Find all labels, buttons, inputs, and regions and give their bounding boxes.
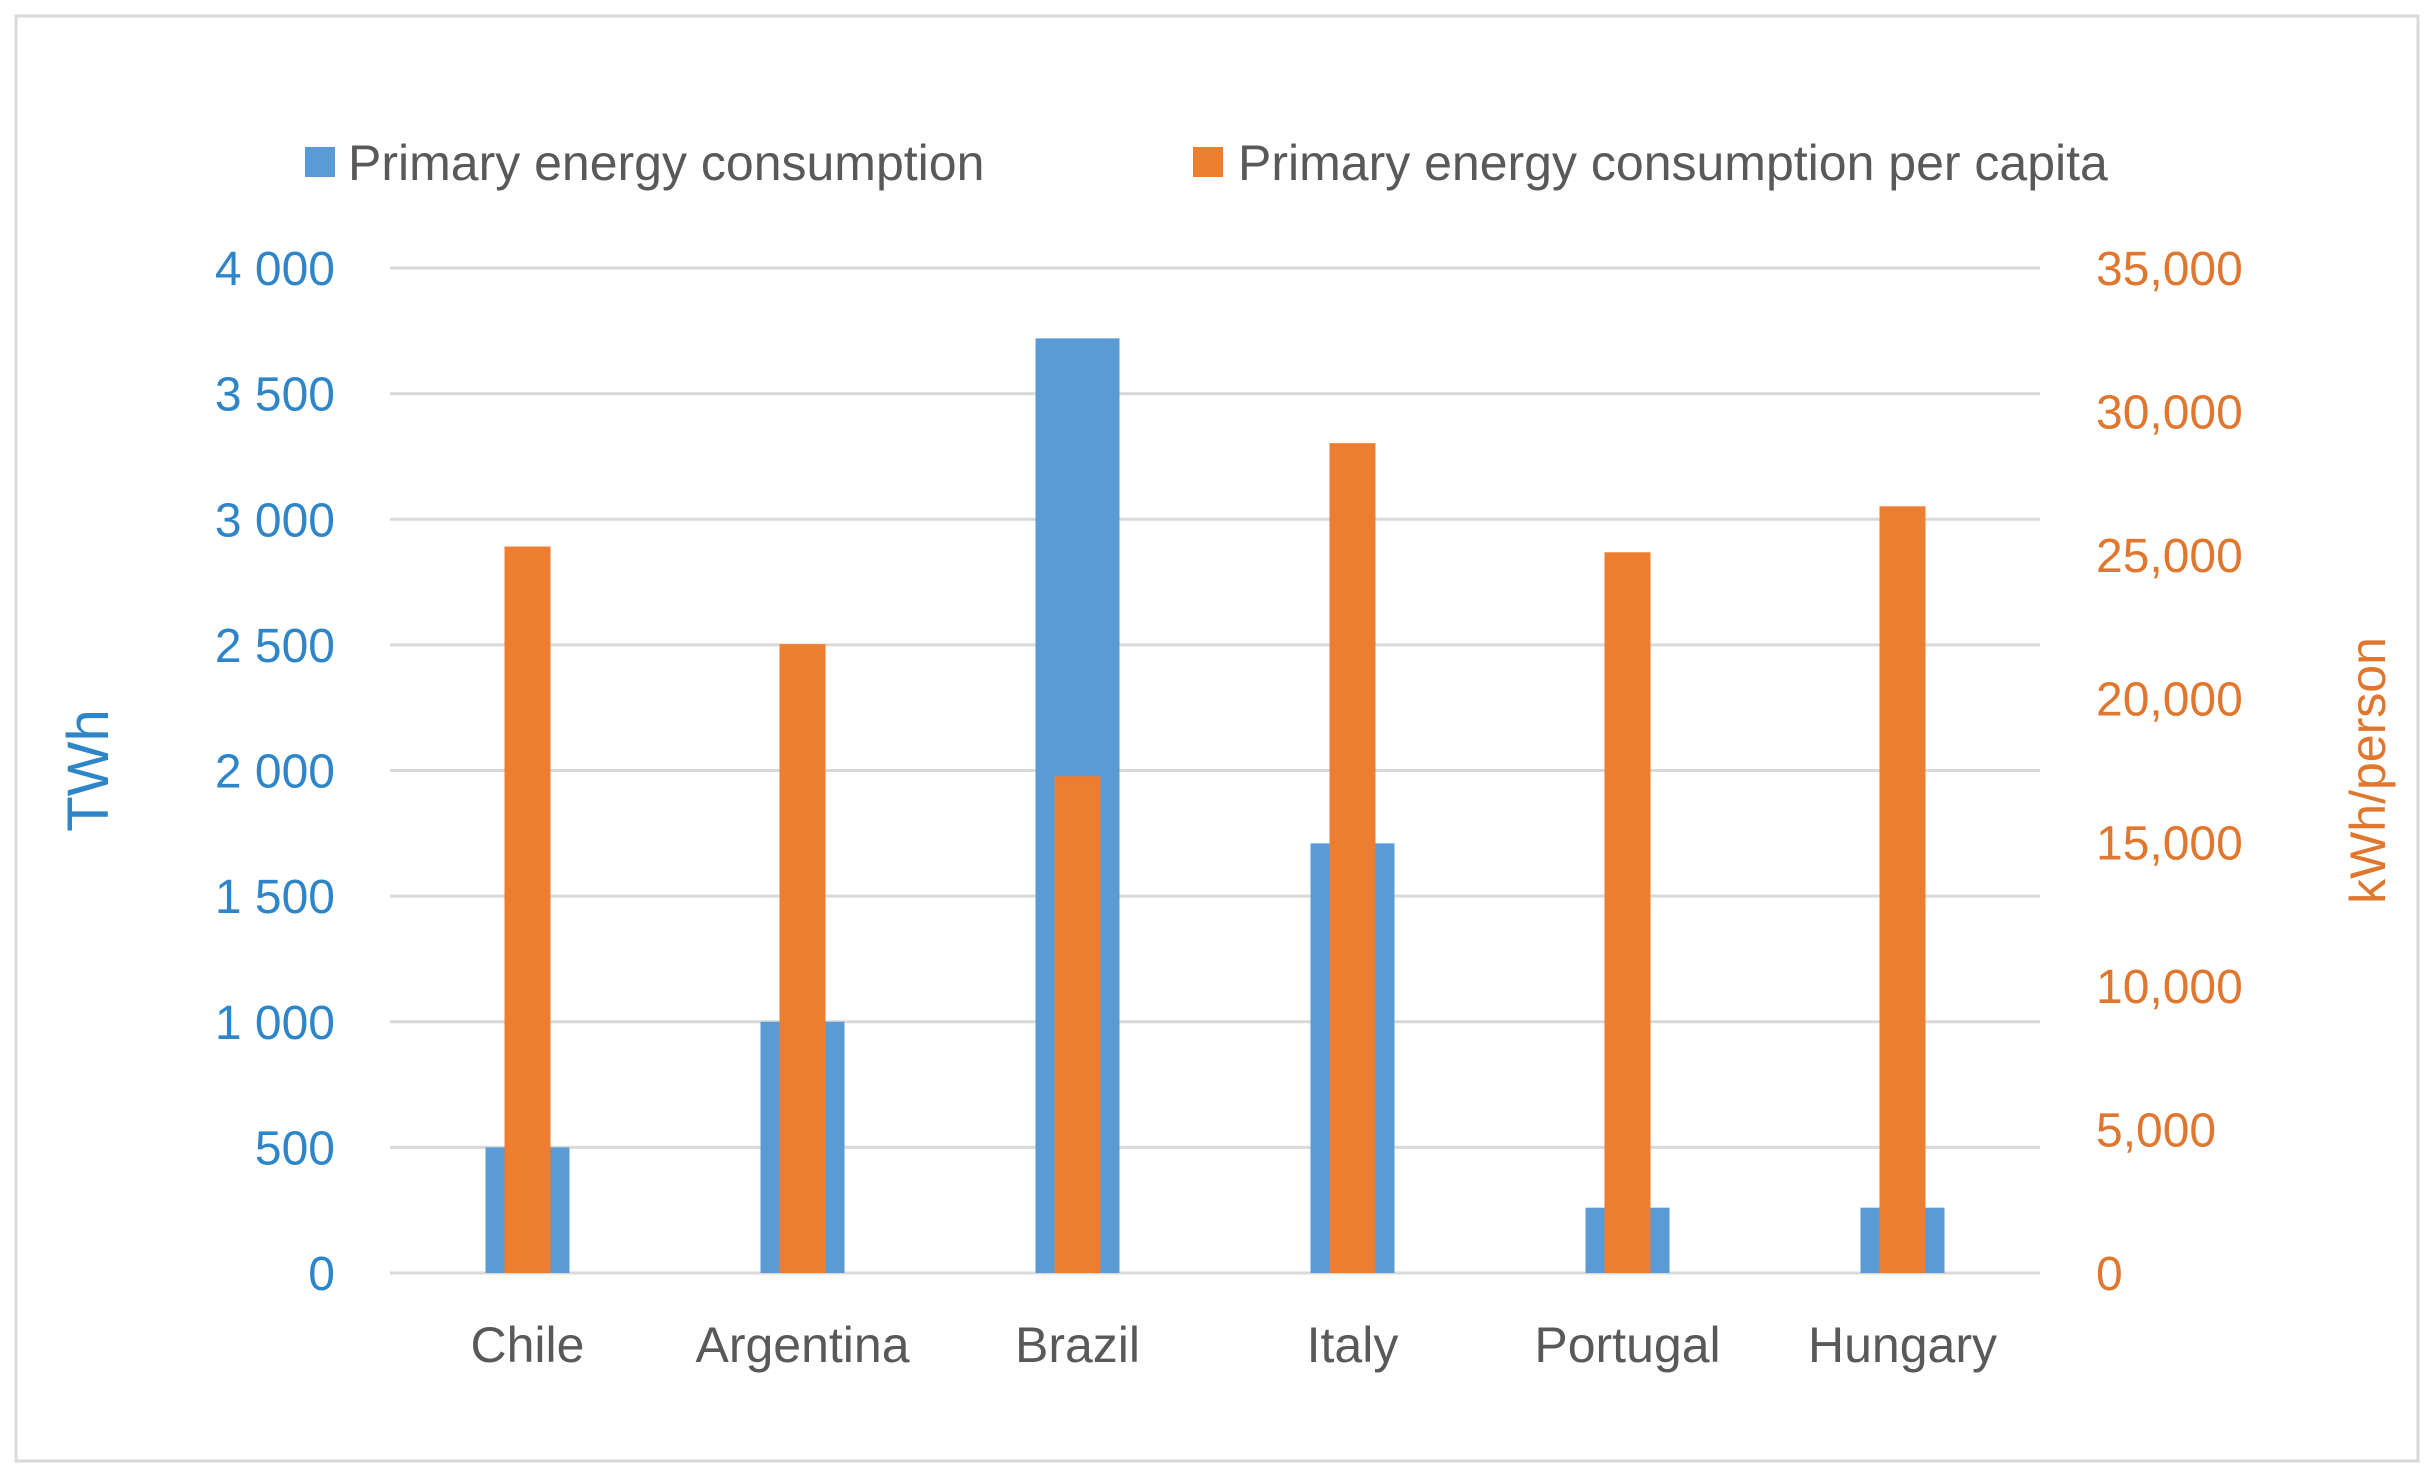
- series-primary-energy-consumption-per-capita: [504, 443, 1926, 1274]
- left-tick-label-8: 4 000: [215, 243, 335, 296]
- left-tick-label-2: 1 000: [215, 997, 335, 1050]
- left-axis-tick-labels: 0 500 1 000 1 500 2 000 2 500 3 000 3 500 4 000: [215, 243, 335, 1301]
- left-tick-label-1: 500: [255, 1122, 335, 1175]
- legend-label-primary-energy-consumption-per-capita: Primary energy consumption per capita: [1238, 135, 2108, 191]
- right-axis-title: kWh/person: [2340, 637, 2396, 904]
- x-tick-label-brazil: Brazil: [1015, 1317, 1140, 1373]
- right-tick-label-4: 20,000: [2096, 674, 2243, 727]
- right-tick-label-2: 10,000: [2096, 961, 2243, 1014]
- bar-primary-energy-consumption-per-capita-chile: [504, 546, 551, 1273]
- bar-primary-energy-consumption-per-capita-portugal: [1604, 552, 1651, 1273]
- x-tick-label-hungary: Hungary: [1808, 1317, 1997, 1373]
- right-tick-label-0: 0: [2096, 1248, 2123, 1301]
- right-tick-label-5: 25,000: [2096, 530, 2243, 583]
- right-tick-label-1: 5,000: [2096, 1104, 2216, 1157]
- right-tick-label-3: 15,000: [2096, 817, 2243, 870]
- legend: Primary energy consumption Primary energ…: [305, 135, 2108, 191]
- gridlines: [390, 266, 2040, 1275]
- legend-label-primary-energy-consumption: Primary energy consumption: [348, 135, 984, 191]
- left-tick-label-5: 2 500: [215, 620, 335, 673]
- x-tick-label-argentina: Argentina: [695, 1317, 909, 1373]
- bar-primary-energy-consumption-per-capita-brazil: [1054, 776, 1101, 1273]
- x-tick-label-italy: Italy: [1307, 1317, 1399, 1373]
- axis-titles: TWh kWh/person: [56, 637, 2396, 904]
- right-tick-label-6: 30,000: [2096, 387, 2243, 440]
- legend-swatch-primary-energy-consumption-per-capita: [1193, 147, 1223, 177]
- left-tick-label-7: 3 500: [215, 369, 335, 422]
- right-axis-tick-labels: 0 5,000 10,000 15,000 20,000 25,000 30,000 35,0…: [2096, 243, 2243, 1301]
- x-tick-label-portugal: Portugal: [1534, 1317, 1720, 1373]
- left-tick-label-4: 2 000: [215, 746, 335, 799]
- x-tick-label-chile: Chile: [471, 1317, 585, 1373]
- x-axis-tick-labels: Chile Argentina Brazil Italy Portugal Hungary: [471, 1317, 1997, 1373]
- left-tick-label-6: 3 000: [215, 494, 335, 547]
- right-tick-label-7: 35,000: [2096, 243, 2243, 296]
- bar-primary-energy-consumption-per-capita-hungary: [1879, 506, 1926, 1273]
- bar-primary-energy-consumption-per-capita-argentina: [779, 644, 826, 1273]
- left-tick-label-0: 0: [308, 1248, 335, 1301]
- left-axis-title: TWh: [56, 709, 121, 831]
- left-tick-label-3: 1 500: [215, 871, 335, 924]
- chart-border: [14, 14, 2420, 1463]
- legend-swatch-primary-energy-consumption: [305, 147, 335, 177]
- bar-primary-energy-consumption-per-capita-italy: [1329, 443, 1376, 1274]
